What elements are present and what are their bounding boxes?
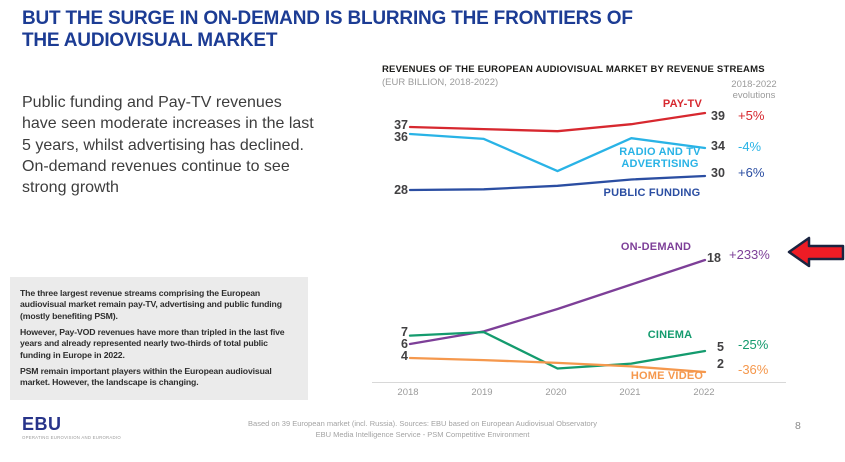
series-label-home-video: HOME VIDEO — [630, 370, 704, 382]
end-value-advertising: 34 — [711, 139, 725, 153]
x-tick-2019: 2019 — [471, 387, 493, 398]
source-line-1: Based on 39 European market (incl. Russi… — [248, 419, 597, 428]
start-value-advertising: 36 — [394, 130, 408, 144]
source-note: Based on 39 European market (incl. Russi… — [0, 419, 845, 441]
ebu-logo-text: EBU — [22, 414, 62, 434]
x-tick-2018: 2018 — [397, 387, 419, 398]
evolution-home-video: -36% — [738, 362, 769, 377]
end-value-home-video: 2 — [717, 357, 724, 371]
chart-subtitle: (EUR BILLION, 2018-2022) — [382, 77, 499, 88]
series-label-radio-tv-advertising: RADIO AND TV ADVERTISING — [619, 146, 701, 171]
ebu-logo: EBU OPERATING EUROVISION AND EURORADIO — [22, 415, 121, 440]
source-line-2: EBU Media Intelligence Service - PSM Com… — [315, 429, 530, 439]
evolution-cinema: -25% — [738, 337, 769, 352]
start-value-pay-tv: 37 — [394, 118, 408, 132]
end-value-on-demand: 18 — [707, 251, 721, 265]
page-number: 8 — [795, 420, 801, 432]
evolution-pay-tv: +5% — [738, 108, 765, 123]
series-label-public-funding: PUBLIC FUNDING — [603, 187, 701, 199]
start-value-home-video: 4 — [401, 349, 408, 363]
start-value-cinema: 7 — [401, 325, 408, 339]
insight-paragraph-3: PSM remain important players within the … — [20, 365, 272, 388]
evolutions-header-line1: 2018-2022 — [731, 79, 777, 90]
series-label-on-demand: ON-DEMAND — [620, 241, 692, 253]
x-tick-2022: 2022 — [693, 387, 715, 398]
insight-paragraph-2: However, Pay-VOD revenues have more than… — [20, 326, 285, 360]
intro-text: Public funding and Pay-TV revenues have … — [22, 94, 314, 197]
x-axis-line — [372, 382, 786, 383]
evolution-public-funding: +6% — [738, 165, 765, 180]
ebu-logo-tagline: OPERATING EUROVISION AND EURORADIO — [22, 435, 121, 440]
x-tick-2020: 2020 — [545, 387, 567, 398]
highlight-arrow-icon — [787, 236, 845, 268]
start-value-public-funding: 28 — [394, 183, 408, 197]
end-value-pay-tv: 39 — [711, 109, 725, 123]
evolutions-column-header: 2018-2022 evolutions — [716, 79, 792, 101]
x-tick-2021: 2021 — [619, 387, 641, 398]
series-label-pay-tv: PAY-TV — [662, 98, 702, 110]
evolutions-header-line2: evolutions — [732, 90, 776, 102]
end-value-public-funding: 30 — [711, 166, 725, 180]
insight-box: The three largest revenue streams compri… — [10, 277, 308, 400]
page-title: BUT THE SURGE IN ON-DEMAND IS BLURRING T… — [22, 8, 633, 52]
start-value-on-demand: 6 — [401, 337, 408, 351]
series-label-cinema: CINEMA — [647, 329, 693, 341]
chart-title: REVENUES OF THE EUROPEAN AUDIOVISUAL MAR… — [382, 64, 765, 75]
evolution-on-demand: +233% — [729, 247, 770, 262]
evolution-advertising: -4% — [738, 139, 762, 154]
end-value-cinema: 5 — [717, 340, 724, 354]
insight-paragraph-1: The three largest revenue streams compri… — [20, 288, 282, 321]
